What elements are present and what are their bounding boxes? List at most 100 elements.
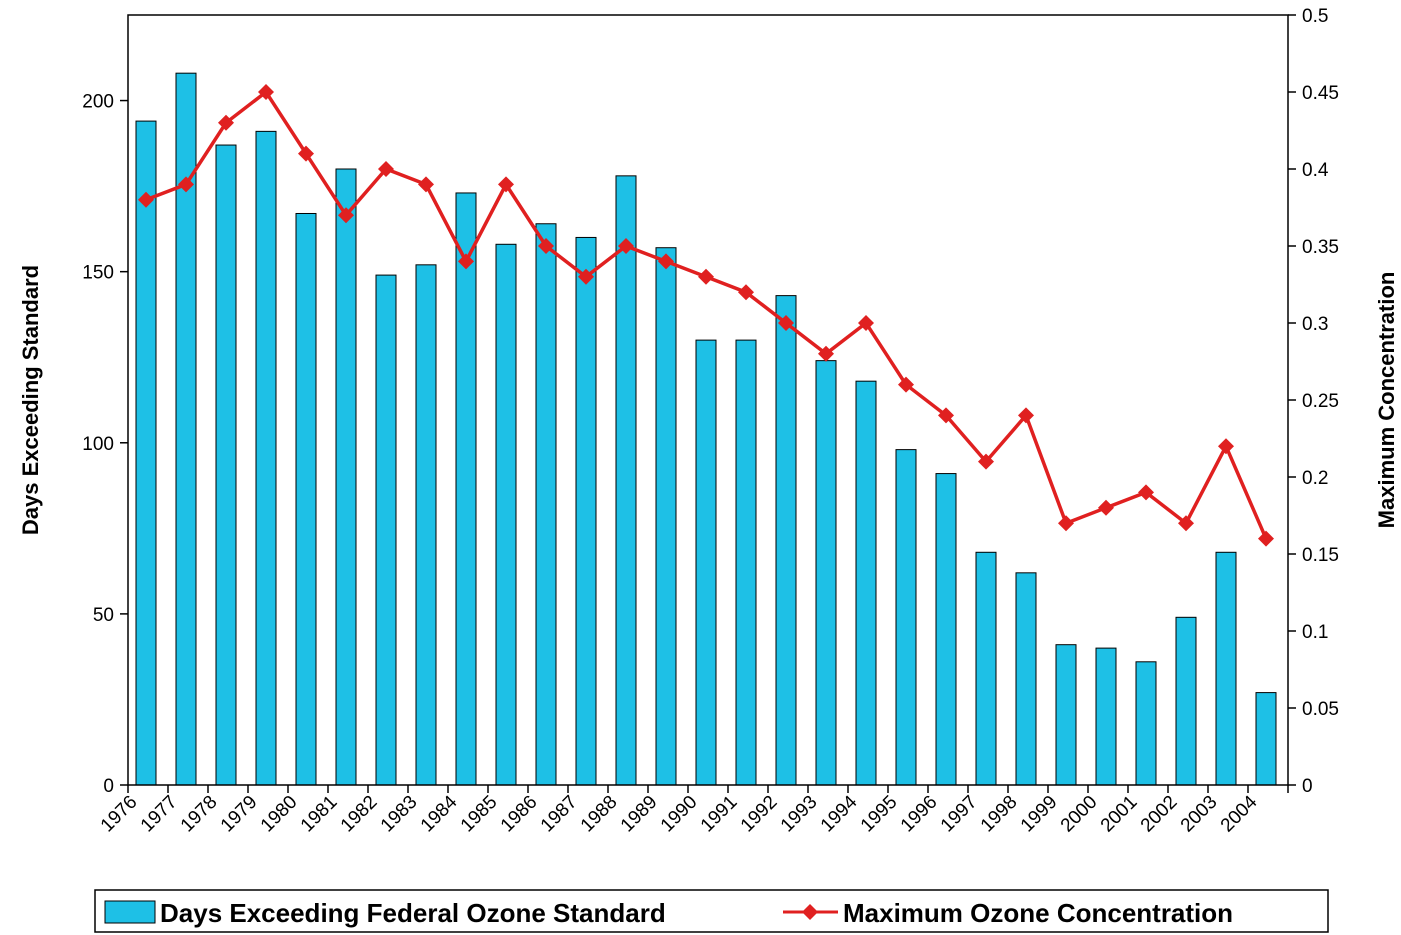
bar-2000 <box>1095 647 1117 786</box>
legend-border <box>94 889 1329 933</box>
y-tick-label-right-0.05: 0.05 <box>1302 699 1339 720</box>
y-tick-label-right-0.2: 0.2 <box>1302 468 1328 489</box>
line-point-1998 <box>1018 407 1034 424</box>
bar-1998 <box>1015 572 1037 786</box>
x-tick-label-1996: 1996 <box>897 792 942 837</box>
x-tick-label-1977: 1977 <box>137 792 182 837</box>
bar-1997 <box>975 551 997 786</box>
x-tick-label-1983: 1983 <box>377 792 422 837</box>
line-layer <box>138 84 1274 547</box>
bar-1991 <box>735 339 757 786</box>
line-point-1978 <box>218 114 234 131</box>
line-point-1979 <box>258 84 274 100</box>
legend: Days Exceeding Federal Ozone Standard Ma… <box>94 889 1329 933</box>
y-tick-label-right-0.35: 0.35 <box>1302 237 1339 258</box>
x-tick-label-1991: 1991 <box>697 792 742 837</box>
y-tick-label-right-0.5: 0.5 <box>1302 6 1328 27</box>
x-tick-label-2003: 2003 <box>1177 792 1222 837</box>
line-point-1994 <box>858 315 874 331</box>
line-point-1980 <box>298 145 314 162</box>
line-point-1992 <box>778 315 794 331</box>
axes-layer <box>120 14 1296 793</box>
x-tick-label-1986: 1986 <box>497 792 542 837</box>
y-axis-title-left: Days Exceeding Standard <box>18 265 43 535</box>
y-tick-label-right-0: 0 <box>1302 776 1313 797</box>
line-point-1997 <box>978 453 994 470</box>
line-point-1986 <box>538 238 554 254</box>
x-tick-label-1985: 1985 <box>457 792 502 837</box>
x-tick-label-2002: 2002 <box>1137 792 1182 837</box>
y-tick-label-left-0: 0 <box>103 776 114 797</box>
bar-1993 <box>815 360 837 786</box>
bar-1976 <box>135 120 157 786</box>
x-tick-label-1976: 1976 <box>97 792 142 837</box>
y-tick-label-left-150: 150 <box>82 263 114 284</box>
line-point-1990 <box>698 268 714 285</box>
line-point-1999 <box>1058 515 1074 532</box>
line-point-1996 <box>938 407 954 424</box>
bars-layer <box>135 72 1277 786</box>
x-tick-label-1979: 1979 <box>217 792 262 837</box>
line-point-1982 <box>378 161 394 177</box>
x-tick-label-1992: 1992 <box>737 792 782 837</box>
x-tick-label-1994: 1994 <box>817 791 862 836</box>
y-axis-title-right: Maximum Concentration <box>1374 272 1399 529</box>
line-point-1981 <box>338 207 354 224</box>
x-tick-label-1978: 1978 <box>177 792 222 837</box>
y-tick-label-left-100: 100 <box>82 434 114 455</box>
bar-1990 <box>695 339 717 786</box>
x-tick-label-1982: 1982 <box>337 792 382 837</box>
bar-1994 <box>855 380 877 786</box>
x-tick-label-1995: 1995 <box>857 792 902 837</box>
bar-2004 <box>1255 692 1277 786</box>
line-point-1984 <box>458 253 474 270</box>
bar-1981 <box>335 168 357 786</box>
legend-label-concentration: Maximum Ozone Concentration <box>843 898 1233 928</box>
line-point-2002 <box>1178 515 1194 532</box>
bar-1986 <box>535 223 557 786</box>
x-tick-label-2004: 2004 <box>1217 791 1262 836</box>
y-tick-label-right-0.4: 0.4 <box>1302 160 1329 181</box>
line-point-1989 <box>658 253 674 270</box>
y-tick-label-right-0.3: 0.3 <box>1302 314 1328 335</box>
line-point-1988 <box>618 238 634 254</box>
bar-1989 <box>655 247 677 786</box>
bar-1996 <box>935 473 957 786</box>
bar-2001 <box>1135 661 1157 786</box>
legend-diamond-marker <box>802 904 818 920</box>
bar-1980 <box>295 212 317 786</box>
legend-bar-swatch <box>104 900 156 924</box>
line-point-1993 <box>818 345 834 362</box>
x-tick-label-1988: 1988 <box>577 792 622 837</box>
line-point-1983 <box>418 176 434 193</box>
x-tick-label-1980: 1980 <box>257 792 302 837</box>
x-tick-label-1989: 1989 <box>617 792 662 837</box>
bar-1987 <box>575 236 597 786</box>
x-tick-label-1990: 1990 <box>657 792 702 837</box>
y-tick-label-right-0.25: 0.25 <box>1302 391 1339 412</box>
bar-1983 <box>415 264 437 786</box>
bar-1978 <box>215 144 237 786</box>
bar-1982 <box>375 274 397 786</box>
y-tick-label-left-200: 200 <box>82 92 114 113</box>
bar-1984 <box>455 192 477 786</box>
x-tick-label-1984: 1984 <box>417 791 462 836</box>
x-tick-label-1998: 1998 <box>977 792 1022 837</box>
line-point-2004 <box>1258 530 1274 547</box>
y-tick-label-right-0.1: 0.1 <box>1302 622 1328 643</box>
line-point-1987 <box>578 268 594 285</box>
bar-2002 <box>1175 616 1197 786</box>
x-tick-label-1987: 1987 <box>537 792 582 837</box>
y-tick-label-right-0.45: 0.45 <box>1302 83 1339 104</box>
bar-1999 <box>1055 644 1077 786</box>
bar-1995 <box>895 449 917 786</box>
line-point-1976 <box>138 191 154 208</box>
x-tick-label-1993: 1993 <box>777 792 822 837</box>
line-point-1991 <box>738 284 754 301</box>
y-tick-label-right-0.15: 0.15 <box>1302 545 1339 566</box>
x-tick-label-2001: 2001 <box>1097 792 1142 837</box>
line-point-2000 <box>1098 499 1114 516</box>
x-tick-label-1981: 1981 <box>297 792 342 837</box>
